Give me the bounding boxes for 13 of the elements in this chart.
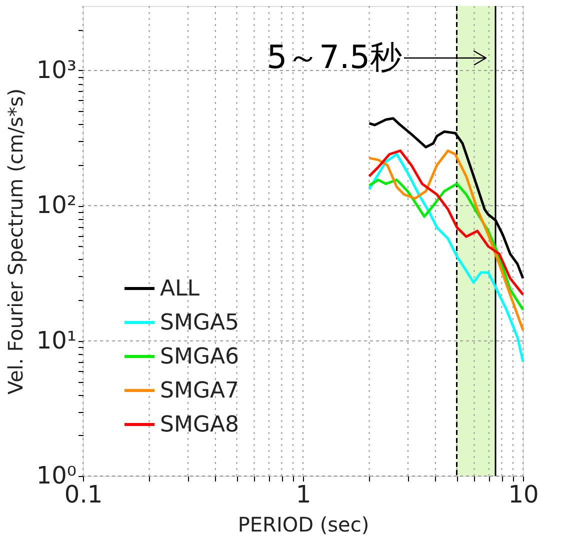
y-tick-label: 10³ [36, 56, 76, 84]
legend-label: SMGA5 [160, 310, 240, 336]
y-tick-label: 10² [36, 191, 76, 220]
y-axis-title: Vel. Fourier Spectrum (cm/s*s) [3, 88, 28, 395]
x-axis-title: PERIOD (sec) [238, 512, 370, 536]
x-tick-label: 1 [296, 480, 312, 508]
legend-label: ALL [160, 276, 200, 302]
x-tick-label: 10 [508, 480, 539, 508]
legend-label: SMGA6 [160, 344, 240, 370]
y-tick-label: 10¹ [36, 326, 76, 354]
legend-label: SMGA7 [160, 378, 240, 404]
legend-label: SMGA8 [160, 412, 240, 438]
annotation: 5～7.5秒 [266, 38, 402, 76]
